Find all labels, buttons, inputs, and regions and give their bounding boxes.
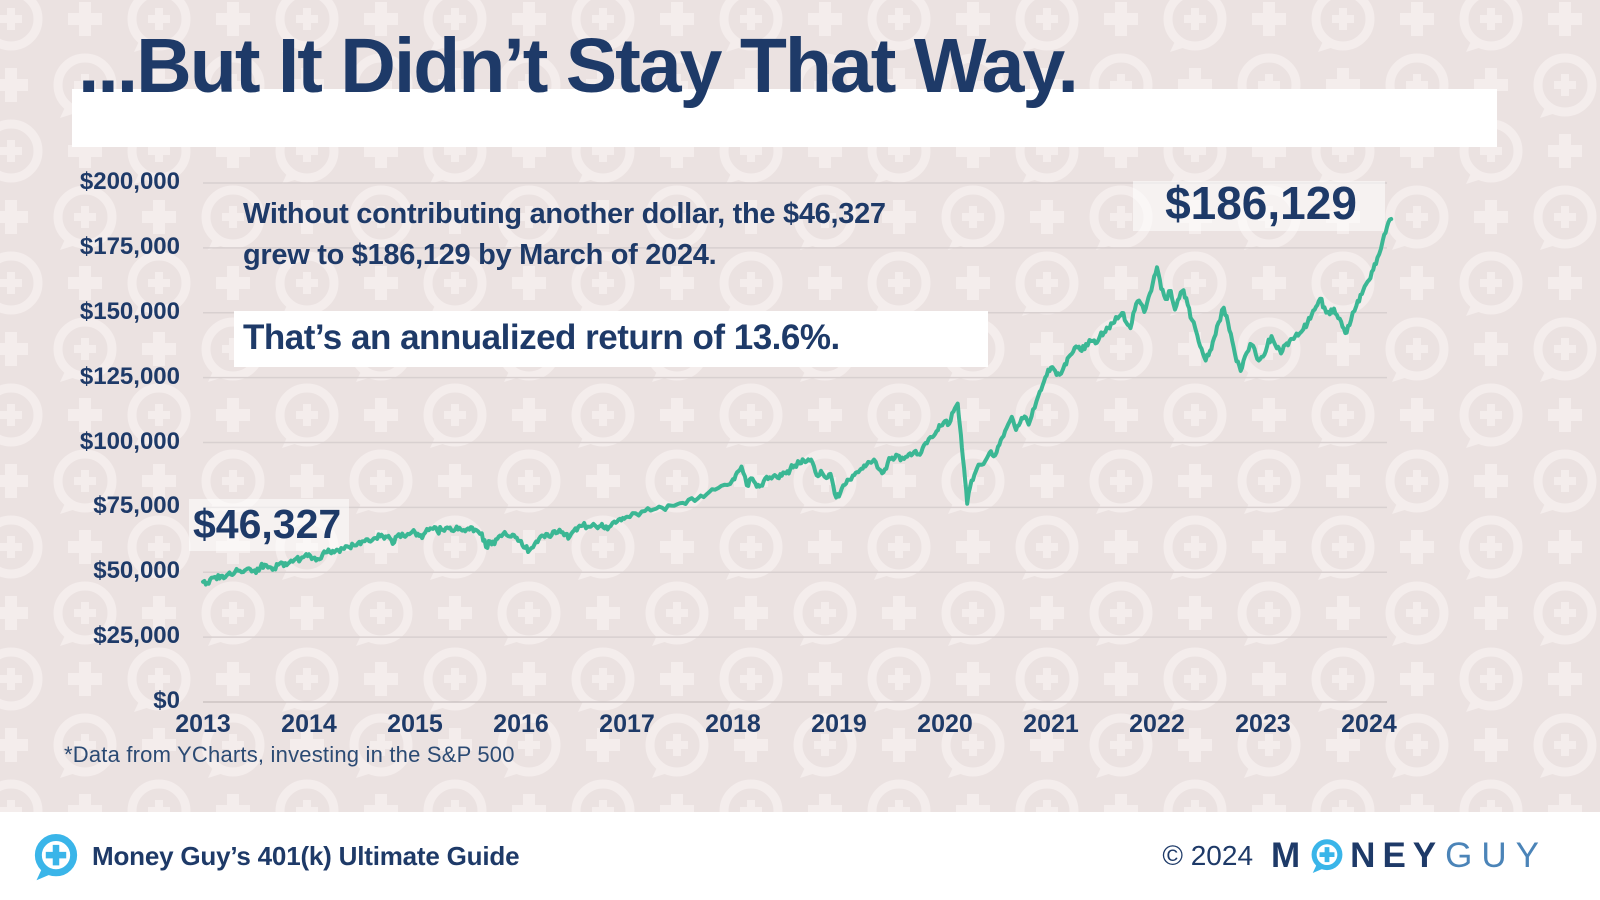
annotation-line-2: grew to $186,129 by March of 2024.	[243, 239, 717, 271]
y-tick-label: $200,000	[79, 168, 180, 195]
brand-money-suffix: NEY	[1350, 836, 1444, 875]
x-tick-label: 2020	[917, 710, 973, 738]
x-tick-label: 2016	[493, 710, 549, 738]
x-tick-label: 2017	[599, 710, 655, 738]
y-tick-label: $75,000	[93, 492, 180, 520]
chart-annotation: Without contributing another dollar, the…	[243, 194, 886, 276]
data-source-footnote: *Data from YCharts, investing in the S&P…	[64, 742, 515, 767]
y-tick-label: $150,000	[79, 297, 180, 325]
x-tick-label: 2023	[1235, 710, 1291, 738]
page-title: ...But It Didn’t Stay That Way.	[78, 23, 1079, 109]
y-tick-label: $25,000	[93, 622, 180, 650]
footer-guide-title: Money Guy’s 401(k) Ultimate Guide	[92, 841, 520, 871]
start-value-label: $46,327	[193, 501, 342, 547]
copyright-text: © 2024	[1162, 840, 1254, 871]
title-highlight-band	[72, 89, 1497, 147]
y-tick-label: $50,000	[93, 557, 180, 585]
annotation-line-1: Without contributing another dollar, the…	[243, 198, 886, 230]
investment-value-line	[201, 217, 1394, 587]
x-tick-label: 2019	[811, 710, 867, 738]
x-tick-label: 2021	[1023, 710, 1079, 738]
x-tick-label: 2018	[705, 710, 761, 738]
brand-guy-text: GUY	[1445, 836, 1548, 875]
brand-bubble-o-icon	[1308, 836, 1346, 876]
x-tick-label: 2024	[1341, 710, 1397, 738]
y-tick-label: $125,000	[79, 362, 180, 390]
y-tick-label: $175,000	[79, 232, 180, 260]
annualized-return-text: That’s an annualized return of 13.6%.	[243, 318, 840, 357]
y-tick-label: $0	[153, 687, 180, 714]
x-tick-label: 2014	[281, 710, 337, 738]
moneyguy-logo: M NEY GUY	[1271, 836, 1548, 876]
chat-bubble-plus-icon	[30, 829, 82, 890]
return-highlight-band	[234, 311, 988, 367]
start-value-backing	[189, 499, 349, 551]
end-value-label: $186,129	[1165, 177, 1357, 229]
end-value-backing	[1133, 181, 1385, 231]
x-tick-label: 2013	[175, 710, 231, 738]
y-tick-label: $100,000	[79, 427, 180, 455]
footer-branding: © 2024 M NEY GUY	[1162, 812, 1548, 900]
brand-money-prefix: M	[1271, 836, 1308, 875]
x-tick-label: 2022	[1129, 710, 1185, 738]
x-tick-label: 2015	[387, 710, 443, 738]
